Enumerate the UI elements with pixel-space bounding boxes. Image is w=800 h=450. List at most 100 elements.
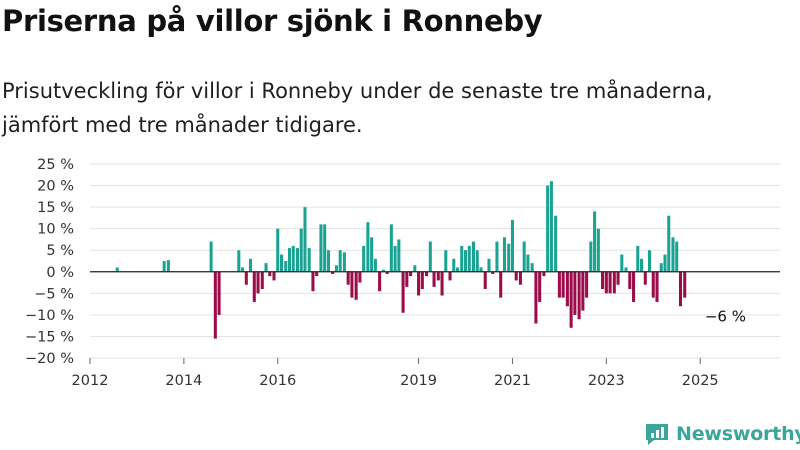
bar-positive xyxy=(589,241,593,272)
bar-negative xyxy=(436,271,440,281)
bar-positive xyxy=(166,260,170,272)
bar-negative xyxy=(683,271,687,298)
bar-positive xyxy=(338,250,342,272)
bar-negative xyxy=(378,271,382,292)
bar-positive xyxy=(487,258,491,272)
bar-positive xyxy=(115,267,119,272)
bar-negative xyxy=(401,271,405,313)
bar-positive xyxy=(397,239,401,272)
bar-negative xyxy=(417,271,421,296)
chart-title: Priserna på villor sjönk i Ronneby xyxy=(2,4,543,38)
bar-positive xyxy=(460,245,464,272)
bar-negative xyxy=(350,271,354,298)
bar-positive xyxy=(342,252,346,272)
last-value-annotation: −6 % xyxy=(705,308,746,326)
bar-negative xyxy=(354,271,358,300)
bar-positive xyxy=(502,237,506,272)
bar-positive xyxy=(249,258,253,272)
y-tick-label: 15 % xyxy=(37,200,74,216)
bar-negative xyxy=(272,271,276,281)
bar-positive xyxy=(495,241,499,272)
bar-positive xyxy=(284,261,288,272)
bar-negative xyxy=(534,271,538,324)
bar-positive xyxy=(624,267,628,272)
newsworthy-logo-icon xyxy=(646,424,668,445)
y-tick-label: 5 % xyxy=(46,243,74,259)
bar-negative xyxy=(483,271,487,290)
bar-positive xyxy=(663,254,667,272)
bar-positive xyxy=(326,250,330,272)
bar-negative xyxy=(643,271,647,285)
newsworthy-logo: Newsworthy xyxy=(644,420,800,448)
bar-negative xyxy=(315,271,319,277)
bar-negative xyxy=(311,271,315,292)
bar-negative xyxy=(604,271,608,294)
bar-positive xyxy=(620,254,624,272)
bar-positive xyxy=(366,222,370,272)
bar-positive xyxy=(307,248,311,272)
x-tick-label: 2016 xyxy=(259,373,296,389)
x-tick-label: 2023 xyxy=(588,373,625,389)
y-tick-label: 20 % xyxy=(37,179,74,195)
bar-positive xyxy=(530,263,534,272)
bar-positive xyxy=(276,228,280,272)
bar-positive xyxy=(237,250,241,272)
bar-negative xyxy=(573,271,577,315)
y-tick-label: −15 % xyxy=(25,329,74,345)
x-tick-label: 2014 xyxy=(165,373,202,389)
brand-name: Newsworthy xyxy=(676,423,800,445)
bar-positive xyxy=(640,258,644,272)
bar-positive xyxy=(209,241,213,272)
bar-positive xyxy=(667,215,671,272)
y-tick-label: −5 % xyxy=(34,286,74,302)
bar-negative xyxy=(491,271,495,274)
bar-positive xyxy=(510,220,514,272)
bar-negative xyxy=(385,271,389,274)
bar-negative xyxy=(651,271,655,298)
bar-negative xyxy=(499,271,503,298)
bar-negative xyxy=(601,271,605,290)
bar-positive xyxy=(413,265,417,272)
bar-negative xyxy=(581,271,585,311)
bar-positive xyxy=(549,181,553,272)
bar-negative xyxy=(616,271,620,285)
bar-positive xyxy=(370,237,374,272)
bar-positive xyxy=(526,254,530,272)
bar-positive xyxy=(475,250,479,272)
bar-positive xyxy=(554,215,558,272)
x-tick-label: 2019 xyxy=(400,373,437,389)
axes xyxy=(89,271,780,364)
bar-negative xyxy=(569,271,573,328)
bar-negative xyxy=(561,271,565,298)
bar-negative xyxy=(440,271,444,296)
bar-negative xyxy=(432,271,436,287)
bar-negative xyxy=(420,271,424,290)
bar-negative xyxy=(585,271,589,298)
grid-lines xyxy=(90,163,780,359)
y-tick-label: 10 % xyxy=(37,222,74,238)
bar-positive xyxy=(393,245,397,272)
bar-negative xyxy=(655,271,659,302)
chart-subtitle: Prisutveckling för villor i Ronneby unde… xyxy=(2,79,713,137)
bar-positive xyxy=(428,241,432,272)
bar-negative xyxy=(608,271,612,294)
x-tick-label: 2012 xyxy=(72,373,109,389)
y-tick-label: −20 % xyxy=(25,351,74,367)
bar-positive xyxy=(647,250,652,272)
x-tick-label: 2025 xyxy=(682,373,719,389)
bar-negative xyxy=(213,271,217,339)
bar-positive xyxy=(456,267,460,272)
bar-negative xyxy=(577,271,581,320)
bar-positive xyxy=(241,267,245,272)
bar-positive xyxy=(279,254,284,272)
y-tick-label: 25 % xyxy=(37,157,74,173)
bar-positive xyxy=(299,228,303,272)
bar-positive xyxy=(596,228,600,272)
bar-negative xyxy=(538,271,542,302)
bar-positive xyxy=(295,248,299,272)
bar-positive xyxy=(264,263,268,272)
bar-negative xyxy=(260,271,264,290)
bar-positive xyxy=(162,261,166,272)
bar-negative xyxy=(542,271,546,277)
bar-negative xyxy=(632,271,636,302)
